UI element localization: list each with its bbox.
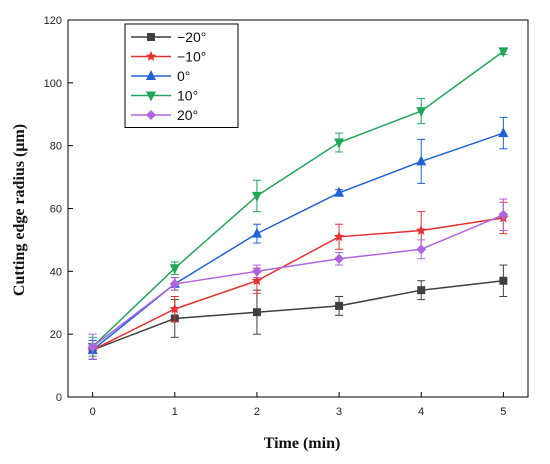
series-2 [87, 116, 509, 360]
data-point [498, 47, 509, 58]
series-1 [87, 201, 509, 360]
data-point [335, 301, 344, 310]
data-point [251, 266, 262, 277]
series-4 [87, 198, 509, 360]
x-axis-label: Time (min) [264, 435, 341, 452]
data-point [169, 264, 180, 275]
series-line [92, 132, 504, 351]
legend-label: −10° [177, 49, 206, 65]
legend-label: 20° [177, 107, 198, 123]
series-layer [87, 47, 509, 360]
legend-marker [146, 91, 156, 102]
data-point [498, 127, 509, 138]
series-0 [88, 264, 508, 360]
y-axis-label: Cutting edge radius (μm) [11, 124, 28, 296]
x-tick-label: 2 [254, 406, 260, 418]
y-tick-label: 60 [50, 204, 62, 216]
series-line [92, 217, 504, 351]
data-point [498, 209, 509, 220]
data-point [87, 341, 98, 352]
legend-marker [146, 110, 156, 120]
data-point [416, 244, 427, 255]
legend-marker [146, 70, 156, 80]
data-point [169, 278, 180, 289]
x-tick-label: 5 [500, 406, 506, 418]
axes: 0 20 40 60 80 100 120 0 1 2 3 4 5 [44, 15, 529, 418]
data-point [251, 227, 262, 238]
y-tick-label: 80 [50, 141, 62, 153]
legend-marker [147, 33, 155, 41]
legend: −20° −10° 0° 10° 20° [124, 23, 239, 128]
x-tick-label: 4 [418, 406, 424, 418]
data-point [416, 155, 427, 166]
legend-label: 0° [177, 68, 190, 84]
data-point [334, 253, 345, 264]
y-tick-label: 120 [44, 15, 62, 27]
data-point [252, 308, 261, 317]
y-tick-label: 40 [50, 266, 62, 278]
data-point [169, 303, 180, 314]
legend-label: −20° [177, 29, 206, 45]
x-tick-label: 1 [172, 406, 178, 418]
data-point [499, 276, 508, 285]
y-tick-label: 20 [50, 329, 62, 341]
data-point [416, 225, 427, 235]
x-tick-label: 0 [90, 406, 96, 418]
data-point [417, 286, 426, 295]
y-tick-label: 100 [44, 78, 62, 90]
data-point [334, 138, 345, 149]
series-3 [87, 47, 509, 357]
x-tick-label: 3 [336, 406, 342, 418]
series-line [92, 214, 504, 348]
data-point [333, 231, 345, 242]
data-point [416, 107, 427, 118]
data-point [251, 275, 263, 286]
data-point [251, 191, 262, 202]
legend-marker [145, 51, 157, 61]
y-tick-label: 0 [56, 392, 62, 404]
series-line [92, 50, 504, 348]
legend-label: 10° [177, 88, 198, 104]
series-line [92, 280, 504, 351]
data-point [334, 186, 345, 197]
